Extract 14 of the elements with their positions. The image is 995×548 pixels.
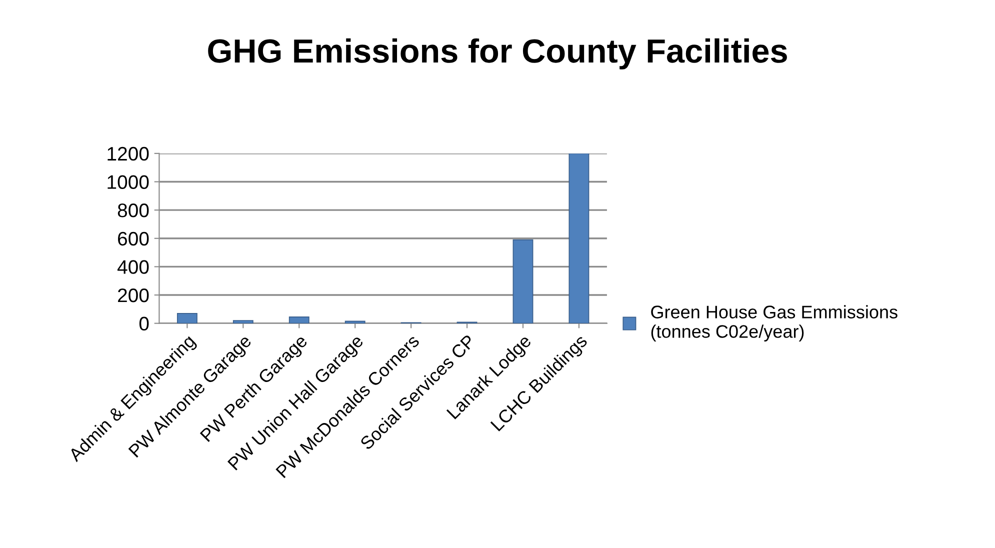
bar — [232, 320, 254, 324]
chart-title: GHG Emissions for County Facilities — [208, 38, 787, 70]
y-tick-label: 600 — [118, 232, 149, 246]
legend-label: Green House Gas Emmissions (tonnes C02e/year) — [651, 305, 898, 342]
bar — [176, 312, 198, 324]
y-tick-label: 1200 — [108, 146, 149, 161]
y-tick-label: 1000 — [108, 175, 149, 189]
y-tick-label: 200 — [118, 288, 149, 302]
bar — [288, 316, 310, 324]
bar — [568, 153, 590, 324]
bar — [512, 239, 534, 324]
y-tick-label: 800 — [118, 204, 149, 218]
y-tick-label: 0 — [139, 316, 149, 331]
y-tick-label: 400 — [117, 260, 149, 274]
